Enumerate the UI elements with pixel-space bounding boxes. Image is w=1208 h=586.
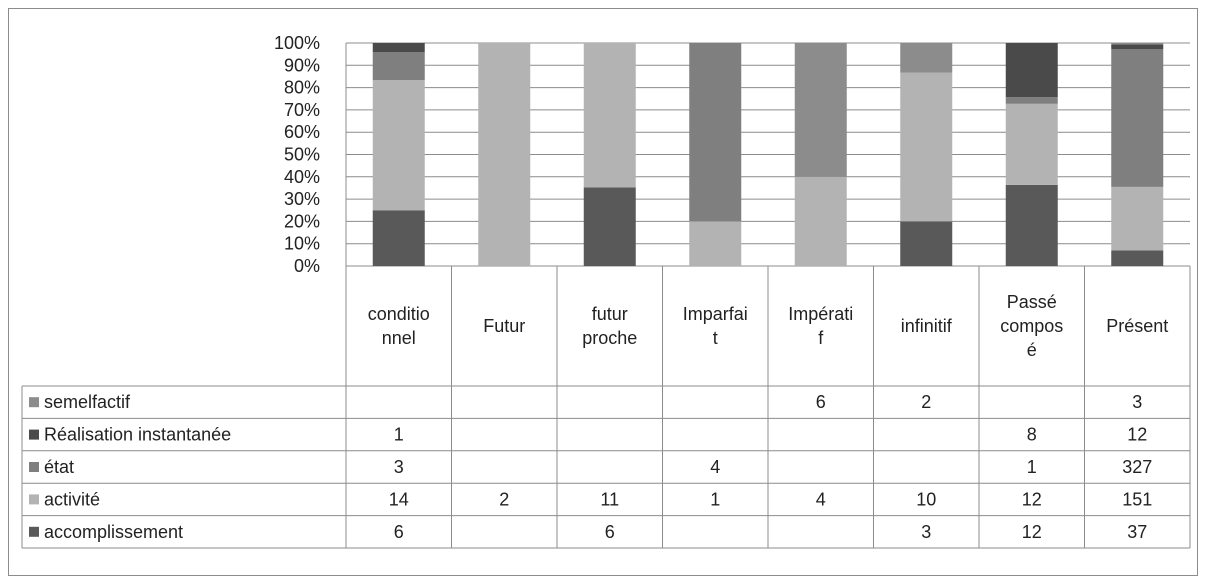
data-label: 6 bbox=[605, 522, 615, 542]
data-label: 3 bbox=[1132, 392, 1142, 412]
bar-segment bbox=[900, 221, 953, 266]
bar-segment bbox=[1111, 49, 1164, 187]
category-label: t bbox=[713, 328, 718, 348]
data-label: 11 bbox=[600, 489, 619, 509]
data-label: 151 bbox=[1122, 489, 1152, 509]
bar-segment bbox=[583, 43, 636, 188]
bar-segment bbox=[900, 43, 953, 73]
legend-swatch bbox=[29, 462, 39, 472]
bar-segment bbox=[689, 43, 742, 222]
data-label: 2 bbox=[499, 489, 509, 509]
bar-segment bbox=[478, 43, 531, 266]
legend-label: état bbox=[44, 457, 74, 477]
y-tick-label: 100% bbox=[274, 33, 320, 53]
data-label: 327 bbox=[1122, 457, 1152, 477]
category-label: é bbox=[1027, 340, 1037, 360]
bar-segment bbox=[1111, 43, 1164, 45]
y-tick-label: 80% bbox=[284, 78, 320, 98]
bar-segment bbox=[583, 187, 636, 266]
legend-label: accomplissement bbox=[44, 522, 183, 542]
data-label: 2 bbox=[921, 392, 931, 412]
data-label: 4 bbox=[816, 489, 826, 509]
category-label: Présent bbox=[1106, 316, 1168, 336]
bar-segment bbox=[372, 210, 425, 266]
bar-segment bbox=[372, 80, 425, 211]
bar-segment bbox=[1111, 250, 1164, 266]
category-label: infinitif bbox=[901, 316, 953, 336]
data-label: 8 bbox=[1027, 425, 1037, 445]
data-label: 3 bbox=[394, 457, 404, 477]
legend-label: semelfactif bbox=[44, 392, 131, 412]
bar-segment bbox=[372, 43, 425, 53]
y-tick-label: 90% bbox=[284, 55, 320, 75]
chart-frame bbox=[8, 8, 1198, 576]
bar-segment bbox=[689, 221, 742, 266]
y-tick-label: 70% bbox=[284, 100, 320, 120]
data-label: 12 bbox=[1022, 489, 1042, 509]
category-label: Futur bbox=[483, 316, 525, 336]
bar-segment bbox=[1005, 43, 1058, 98]
data-label: 4 bbox=[710, 457, 720, 477]
data-label: 1 bbox=[1027, 457, 1037, 477]
bar-segment bbox=[1005, 97, 1058, 104]
bar-segment bbox=[794, 176, 847, 266]
y-tick-label: 10% bbox=[284, 234, 320, 254]
legend-label: activité bbox=[44, 489, 100, 509]
category-label: Passé bbox=[1007, 292, 1057, 312]
legend-swatch bbox=[29, 397, 39, 408]
data-label: 3 bbox=[921, 522, 931, 542]
bar-segment bbox=[794, 43, 847, 177]
data-label: 6 bbox=[816, 392, 826, 412]
data-label: 14 bbox=[389, 489, 409, 509]
data-label: 1 bbox=[710, 489, 720, 509]
y-tick-label: 40% bbox=[284, 167, 320, 187]
legend-label: Réalisation instantanée bbox=[44, 425, 231, 445]
y-tick-label: 0% bbox=[294, 256, 320, 276]
y-tick-label: 60% bbox=[284, 122, 320, 142]
data-label: 6 bbox=[394, 522, 404, 542]
data-label: 37 bbox=[1127, 522, 1147, 542]
category-label: proche bbox=[582, 328, 637, 348]
category-label: conditio bbox=[368, 304, 430, 324]
y-tick-label: 30% bbox=[284, 189, 320, 209]
data-label: 12 bbox=[1127, 425, 1147, 445]
bar-segment bbox=[1005, 103, 1058, 185]
category-label: Imparfai bbox=[683, 304, 748, 324]
bar-segment bbox=[1005, 184, 1058, 266]
data-label: 10 bbox=[916, 489, 936, 509]
legend-swatch bbox=[29, 526, 39, 537]
legend-swatch bbox=[29, 429, 39, 440]
y-tick-label: 50% bbox=[284, 145, 320, 165]
bar-segment bbox=[372, 52, 425, 81]
bar-segment bbox=[1111, 44, 1164, 50]
y-tick-label: 20% bbox=[284, 211, 320, 231]
bar-segment bbox=[900, 72, 953, 222]
category-label: Impérati bbox=[788, 304, 853, 324]
bar-segment bbox=[1111, 186, 1164, 251]
category-label: compos bbox=[1000, 316, 1063, 336]
data-label: 12 bbox=[1022, 522, 1042, 542]
category-label: f bbox=[818, 328, 824, 348]
data-label: 1 bbox=[394, 425, 404, 445]
category-label: nnel bbox=[382, 328, 416, 348]
category-label: futur bbox=[592, 304, 628, 324]
legend-swatch bbox=[29, 494, 39, 505]
